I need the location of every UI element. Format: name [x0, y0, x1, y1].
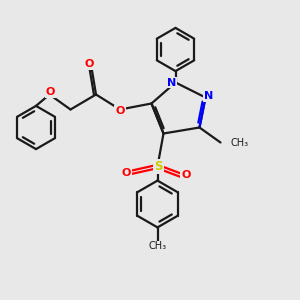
- Text: O: O: [121, 167, 131, 178]
- Text: N: N: [204, 91, 213, 101]
- Text: O: O: [181, 170, 191, 181]
- Text: CH₃: CH₃: [231, 137, 249, 148]
- Text: O: O: [84, 59, 94, 69]
- Text: O: O: [45, 87, 55, 98]
- Text: N: N: [167, 77, 176, 88]
- Text: O: O: [115, 106, 125, 116]
- Text: S: S: [154, 160, 163, 173]
- Text: CH₃: CH₃: [148, 241, 166, 251]
